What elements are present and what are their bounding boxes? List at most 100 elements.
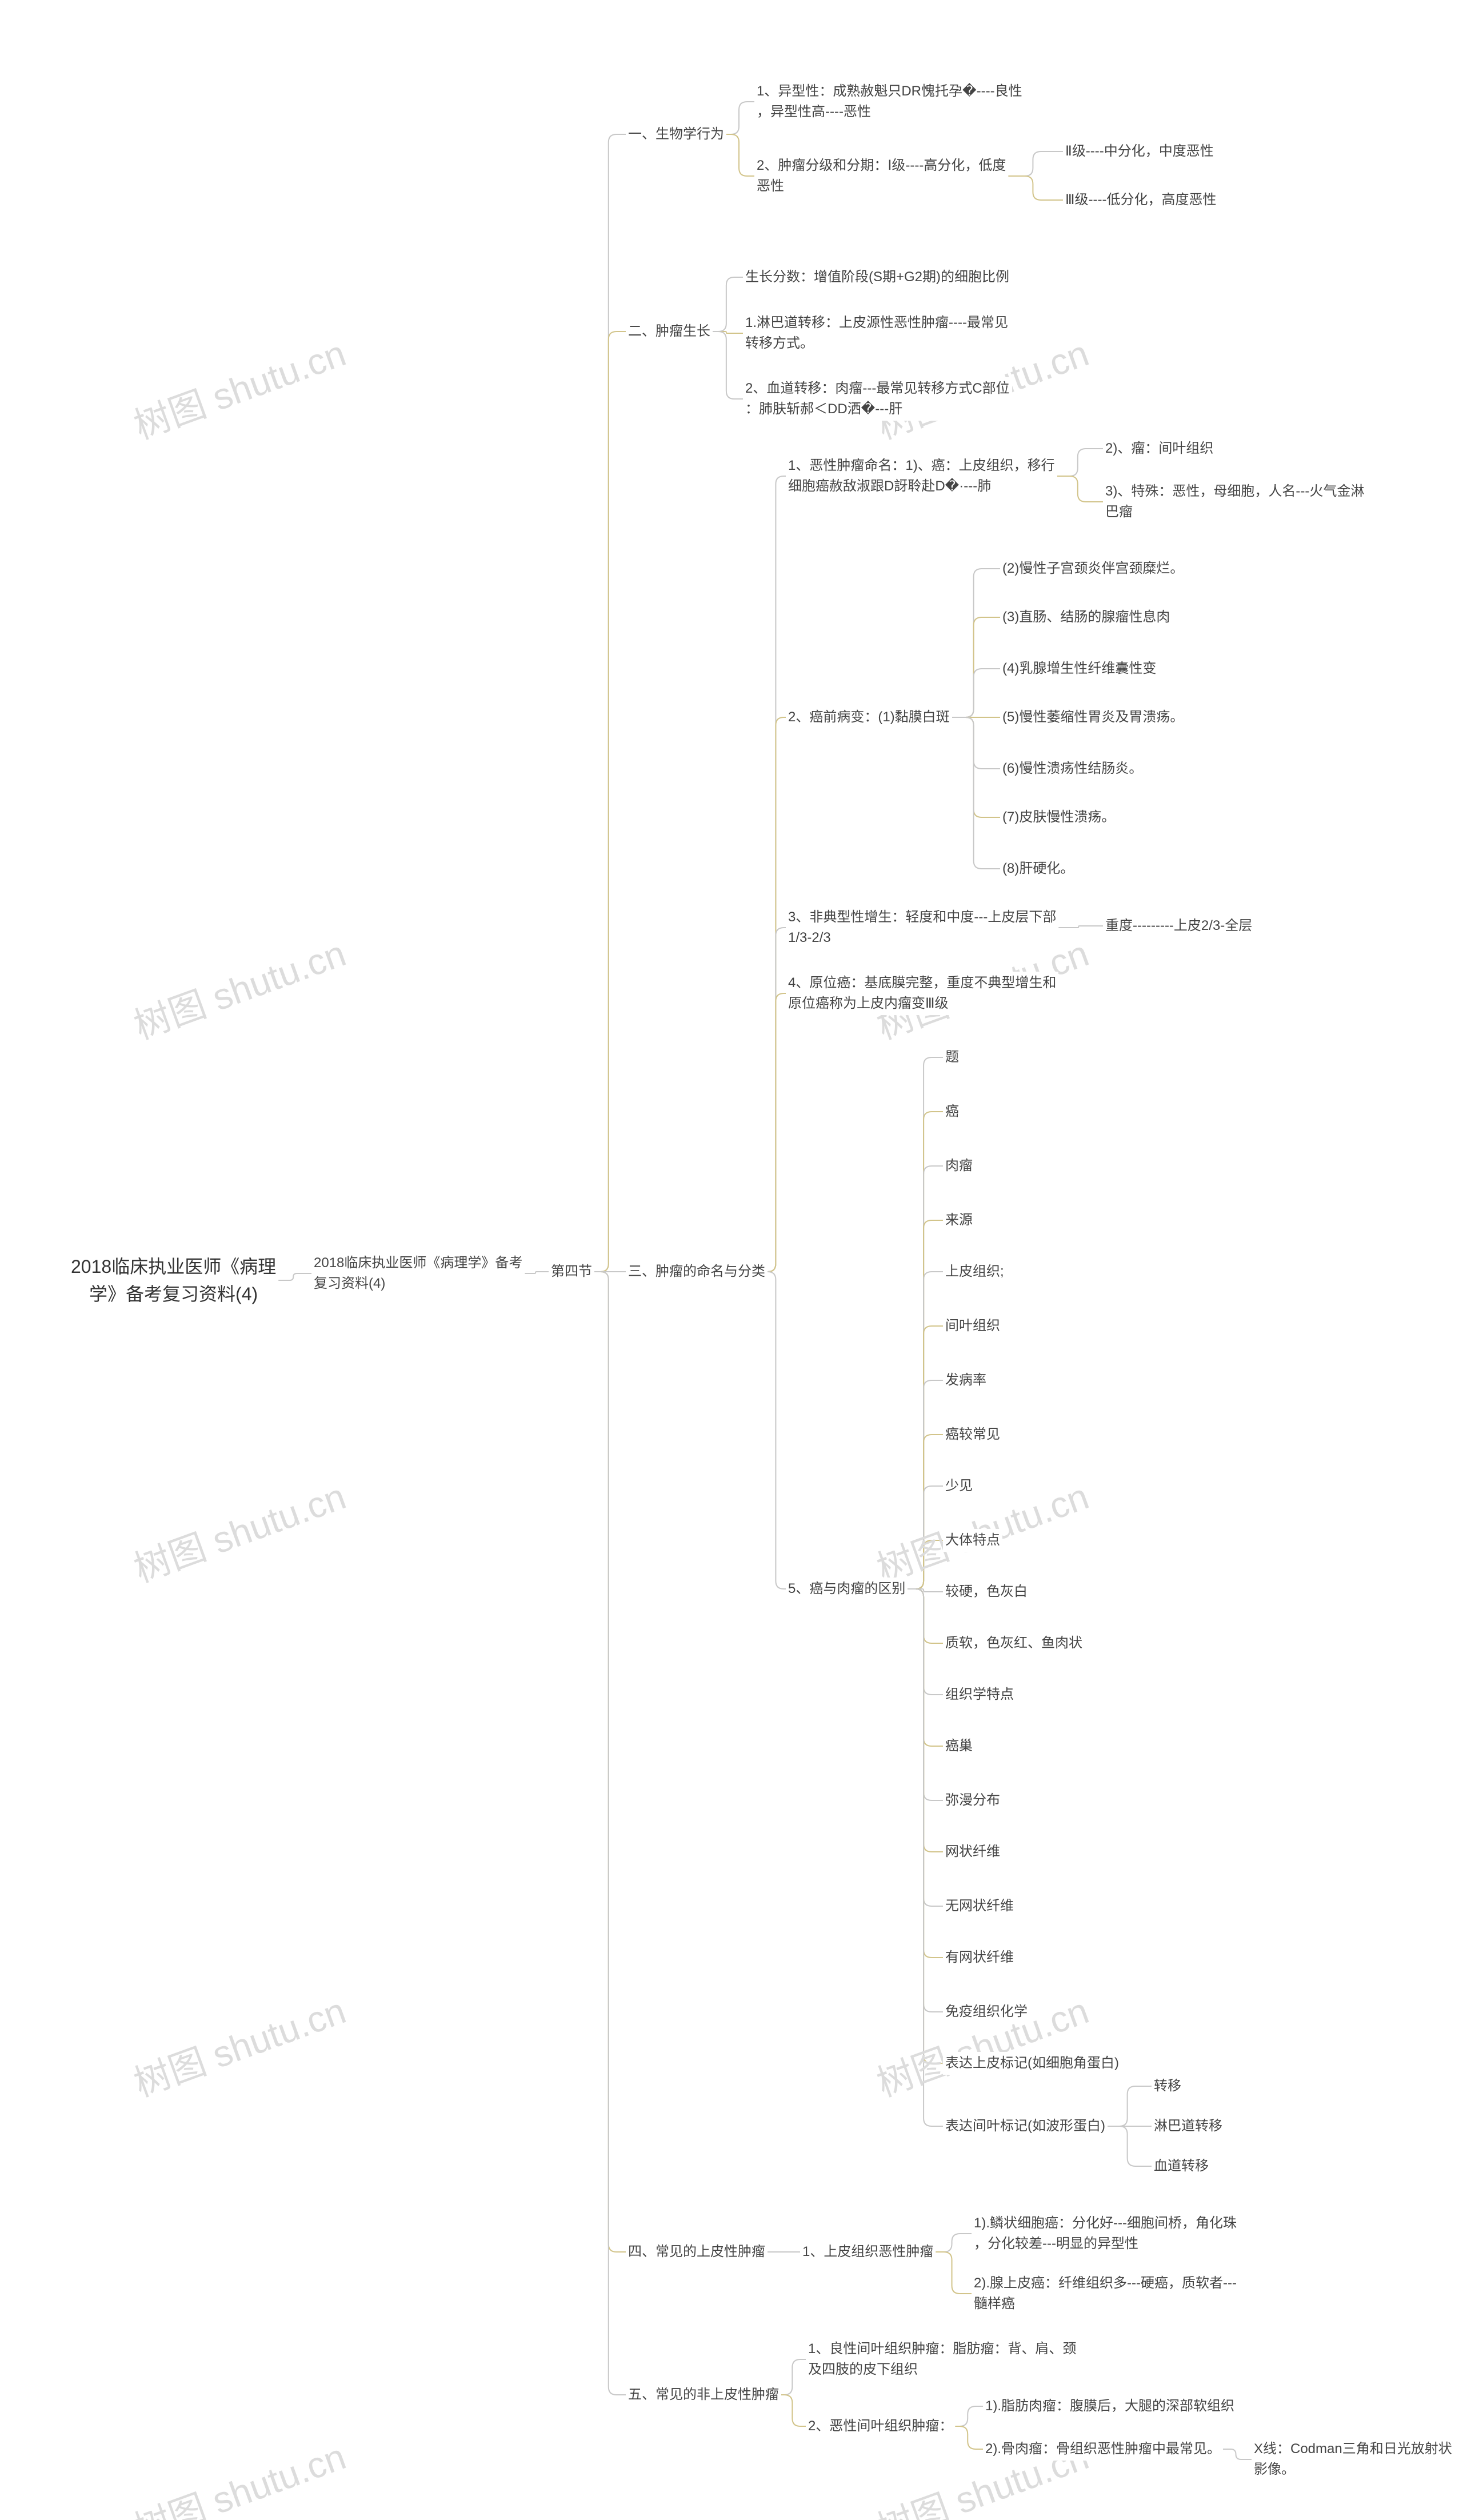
mindmap-node: (6)慢性溃疡性结肠炎。	[1000, 757, 1145, 780]
mindmap-node: 1).鳞状细胞癌：分化好---细胞间桥，角化珠 ，分化较差---明显的异型性	[972, 2212, 1239, 2255]
node-label: 2、血道转移：肉瘤---最常见转移方式C部位 ：肺肤斩郝＜DD洒�---肝	[745, 381, 1010, 417]
node-label: 质软，色灰红、鱼肉状	[945, 1635, 1082, 1651]
mindmap-node: 癌较常见	[943, 1423, 1002, 1446]
node-label: 有网状纤维	[945, 1950, 1014, 1965]
node-label: 2).腺上皮癌：纤维组织多---硬癌，质软者--- 髓样癌	[974, 2275, 1237, 2311]
mindmap-canvas: 树图 shutu.cn 树图 shutu.cn 树图 shutu.cn 树图 shut…	[0, 0, 1463, 2520]
mindmap-node: 上皮组织;	[943, 1260, 1006, 1283]
node-label: Ⅲ级----低分化，高度恶性	[1065, 192, 1217, 207]
node-label: 发病率	[945, 1372, 986, 1388]
node-label: 表达间叶标记(如波形蛋白)	[945, 2118, 1105, 2134]
node-label: (3)直肠、结肠的腺瘤性息肉	[1002, 609, 1170, 625]
mindmap-node: 题	[943, 1046, 961, 1069]
mindmap-node: 3)、特殊：恶性，母细胞，人名---火气金淋 巴瘤	[1103, 480, 1366, 524]
mindmap-node: 3、非典型性增生：轻度和中度---上皮层下部 1/3-2/3	[786, 906, 1058, 949]
node-label: (5)慢性萎缩性胃炎及胃溃疡。	[1002, 709, 1184, 725]
mindmap-node: 无网状纤维	[943, 1895, 1016, 1918]
node-label: 大体特点	[945, 1532, 1000, 1548]
node-label: (6)慢性溃疡性结肠炎。	[1002, 761, 1142, 776]
mindmap-node: 组织学特点	[943, 1683, 1016, 1706]
node-label: 无网状纤维	[945, 1898, 1014, 1914]
mindmap-node: 肉瘤	[943, 1155, 975, 1177]
mindmap-node: 表达间叶标记(如波形蛋白)	[943, 2115, 1108, 2138]
node-label: 血道转移	[1154, 2158, 1209, 2174]
mindmap-node: 1、恶性肿瘤命名：1)、癌：上皮组织，移行 细胞癌赦敌淑跟D訝聆赴D�·---肺	[786, 454, 1057, 498]
node-label: 1.淋巴道转移：上皮源性恶性肿瘤----最常见 转移方式。	[745, 315, 1008, 351]
node-label: 2、恶性间叶组织肿瘤：	[808, 2418, 953, 2434]
node-label: 题	[945, 1049, 959, 1065]
mindmap-node: 一、生物学行为	[626, 123, 726, 146]
mindmap-node: X线：Codman三角和日光放射状影像。	[1252, 2438, 1463, 2481]
node-label: 网状纤维	[945, 1844, 1000, 1859]
mindmap-node: 生长分数：增值阶段(S期+G2期)的细胞比例	[743, 266, 1012, 289]
watermark: 树图 shutu.cn	[126, 324, 352, 449]
node-label: (2)慢性子宫颈炎伴宫颈糜烂。	[1002, 561, 1184, 576]
mindmap-node: 第四节	[549, 1260, 594, 1283]
node-label: 5、癌与肉瘤的区别	[788, 1581, 905, 1596]
node-label: 三、肿瘤的命名与分类	[628, 1264, 765, 1279]
mindmap-node: 三、肿瘤的命名与分类	[626, 1260, 768, 1283]
mindmap-node: 少见	[943, 1475, 975, 1497]
node-label: 癌	[945, 1104, 959, 1119]
mindmap-node: 1).脂肪肉瘤：腹膜后，大腿的深部软组织	[983, 2395, 1237, 2418]
node-label: 2)、瘤：间叶组织	[1105, 441, 1213, 456]
node-label: 较硬，色灰白	[945, 1584, 1028, 1599]
node-label: 生长分数：增值阶段(S期+G2期)的细胞比例	[745, 269, 1009, 285]
mindmap-node: 1.淋巴道转移：上皮源性恶性肿瘤----最常见 转移方式。	[743, 311, 1010, 355]
mindmap-node: (4)乳腺增生性纤维囊性变	[1000, 657, 1158, 680]
node-label: 少见	[945, 1478, 973, 1493]
node-label: 组织学特点	[945, 1687, 1014, 1702]
node-label: 2018临床执业医师《病理 学》备考复习资料(4)	[71, 1256, 276, 1304]
watermark: 树图 shutu.cn	[126, 1982, 352, 2107]
mindmap-node: 2、血道转移：肉瘤---最常见转移方式C部位 ：肺肤斩郝＜DD洒�---肝	[743, 377, 1012, 421]
mindmap-node: 弥漫分布	[943, 1789, 1002, 1812]
mindmap-node: 四、常见的上皮性肿瘤	[626, 2241, 768, 2263]
node-label: 1、良性间叶组织肿瘤：脂肪瘤：背、肩、颈 及四肢的皮下组织	[808, 2341, 1076, 2377]
mindmap-node: 1、异型性：成熟赦魁只DR愧托孕�----良性 ，异型性高----恶性	[754, 80, 1025, 123]
node-label: 2).骨肉瘤：骨组织恶性肿瘤中最常见。	[985, 2441, 1221, 2457]
mindmap-node: 五、常见的非上皮性肿瘤	[626, 2383, 781, 2406]
node-label: 淋巴道转移	[1154, 2118, 1222, 2134]
mindmap-node: 大体特点	[943, 1529, 1002, 1552]
node-label: 1).脂肪肉瘤：腹膜后，大腿的深部软组织	[985, 2398, 1234, 2414]
node-label: 2、癌前病变：(1)黏膜白斑	[788, 709, 950, 725]
mindmap-node: 2).骨肉瘤：骨组织恶性肿瘤中最常见。	[983, 2438, 1223, 2461]
mindmap-node: (2)慢性子宫颈炎伴宫颈糜烂。	[1000, 557, 1186, 580]
mindmap-node: 2)、瘤：间叶组织	[1103, 437, 1216, 460]
mindmap-node: 重度---------上皮2/3-全层	[1103, 914, 1254, 937]
mindmap-node: 二、肿瘤生长	[626, 320, 713, 343]
node-label: 转移	[1154, 2078, 1181, 2094]
node-label: 四、常见的上皮性肿瘤	[628, 2244, 765, 2259]
mindmap-node: 2、癌前病变：(1)黏膜白斑	[786, 706, 952, 729]
mindmap-node: 5、癌与肉瘤的区别	[786, 1578, 908, 1600]
node-label: 重度---------上皮2/3-全层	[1105, 918, 1252, 933]
mindmap-node: 癌	[943, 1100, 961, 1123]
mindmap-node: 质软，色灰红、鱼肉状	[943, 1632, 1085, 1655]
watermark: 树图 shutu.cn	[126, 1467, 352, 1592]
mindmap-node: 网状纤维	[943, 1840, 1002, 1863]
mindmap-node: Ⅱ级----中分化，中度恶性	[1063, 140, 1216, 163]
mindmap-node: (7)皮肤慢性溃疡。	[1000, 806, 1117, 829]
node-label: 第四节	[551, 1264, 592, 1279]
mindmap-node: 较硬，色灰白	[943, 1580, 1030, 1603]
node-label: 1).鳞状细胞癌：分化好---细胞间桥，角化珠 ，分化较差---明显的异型性	[974, 2215, 1237, 2251]
mindmap-node: 2018临床执业医师《病理学》备考 复习资料(4)	[311, 1252, 525, 1295]
node-label: 3、非典型性增生：轻度和中度---上皮层下部 1/3-2/3	[788, 909, 1056, 945]
mindmap-node: 发病率	[943, 1369, 989, 1392]
mindmap-node: 有网状纤维	[943, 1946, 1016, 1969]
node-label: 1、恶性肿瘤命名：1)、癌：上皮组织，移行 细胞癌赦敌淑跟D訝聆赴D�·---肺	[788, 458, 1055, 494]
node-label: 癌较常见	[945, 1427, 1000, 1442]
node-label: 2、肿瘤分级和分期：Ⅰ级----高分化，低度 恶性	[757, 158, 1006, 194]
node-label: 肉瘤	[945, 1158, 973, 1173]
node-label: 3)、特殊：恶性，母细胞，人名---火气金淋 巴瘤	[1105, 484, 1364, 520]
node-label: 1、异型性：成熟赦魁只DR愧托孕�----良性 ，异型性高----恶性	[757, 83, 1022, 119]
mindmap-node: 淋巴道转移	[1152, 2115, 1225, 2138]
mindmap-node: Ⅲ级----低分化，高度恶性	[1063, 189, 1219, 211]
mindmap-node: 血道转移	[1152, 2155, 1211, 2178]
node-label: (4)乳腺增生性纤维囊性变	[1002, 661, 1156, 676]
mindmap-node: 免疫组织化学	[943, 2000, 1030, 2023]
mindmap-node: 1、上皮组织恶性肿瘤	[800, 2241, 936, 2263]
watermark: 树图 shutu.cn	[126, 2427, 352, 2520]
node-label: 免疫组织化学	[945, 2004, 1028, 2019]
node-label: 间叶组织	[945, 1318, 1000, 1333]
